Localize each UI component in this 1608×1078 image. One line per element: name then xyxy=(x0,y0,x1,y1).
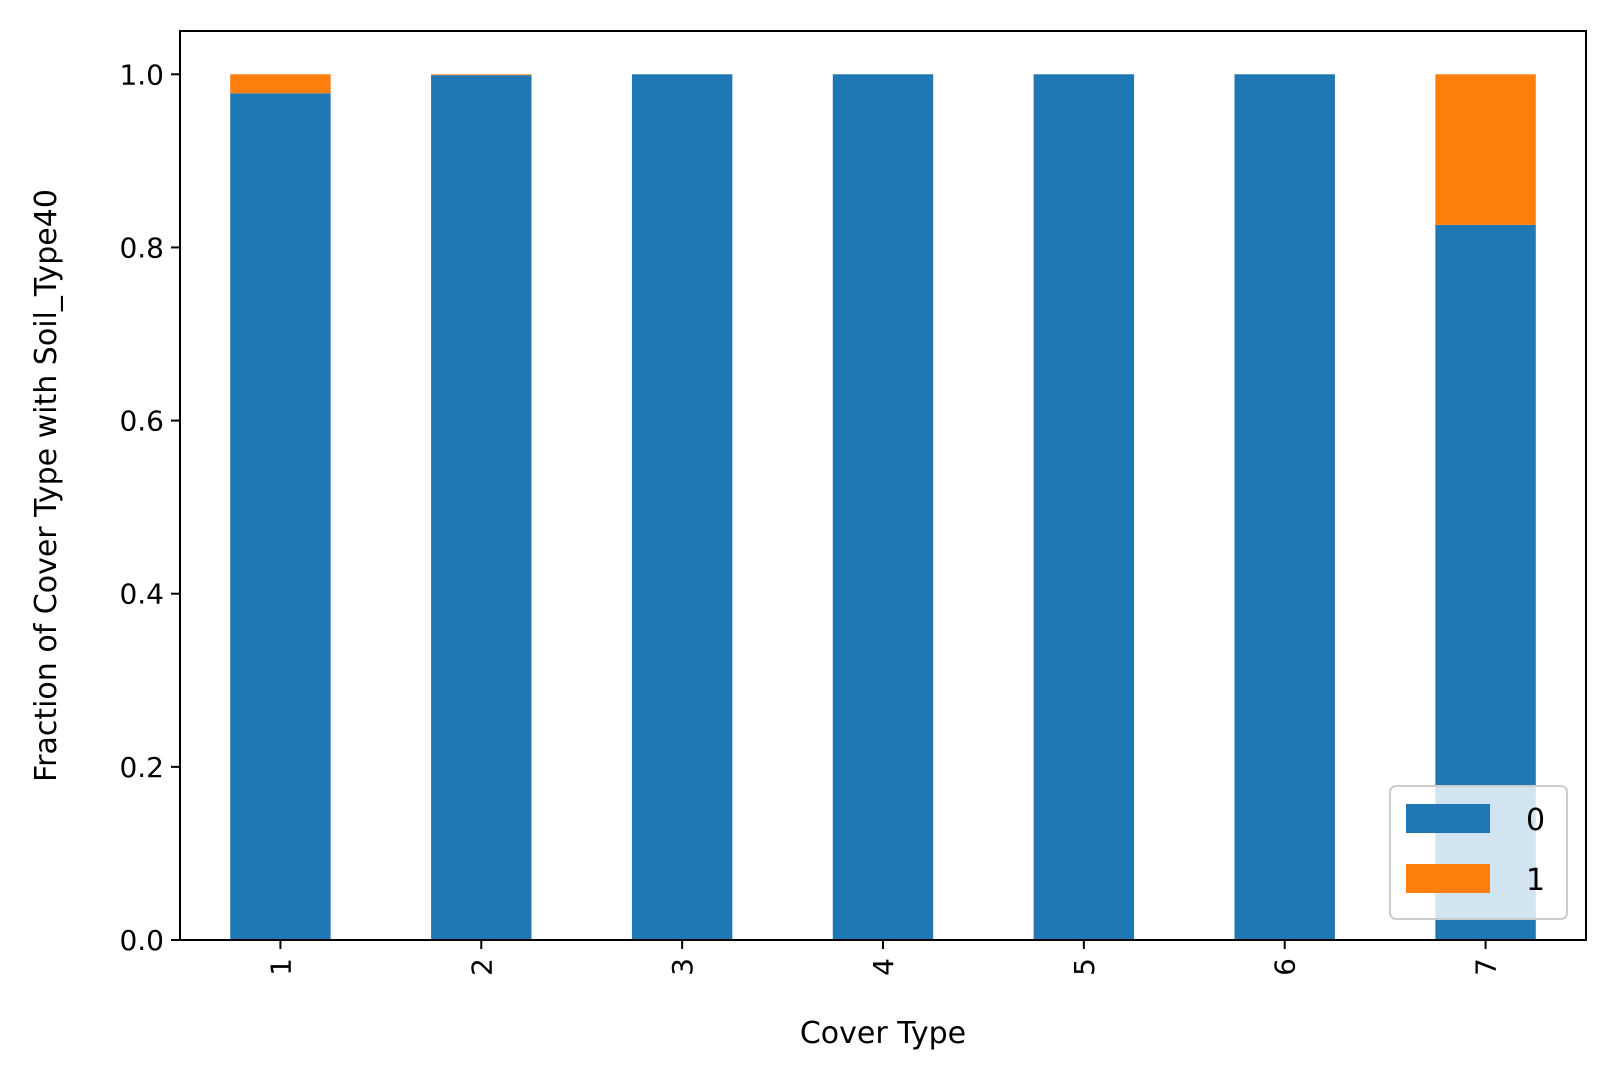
bar-2-series-0 xyxy=(431,75,532,940)
x-tick-label-4: 4 xyxy=(867,958,900,976)
x-tick-label-7: 7 xyxy=(1470,958,1503,976)
x-tick-label-5: 5 xyxy=(1068,958,1101,976)
legend-label-0: 0 xyxy=(1526,803,1545,838)
bar-5-series-0 xyxy=(1033,74,1135,941)
bar-2-series-1 xyxy=(431,74,532,76)
legend-swatch-0 xyxy=(1406,804,1490,833)
bar-6-series-0 xyxy=(1234,74,1335,941)
legend: 01 xyxy=(1389,785,1568,920)
x-tick-label-3: 3 xyxy=(666,958,699,976)
legend-label-1: 1 xyxy=(1526,863,1545,898)
bar-1-series-0 xyxy=(230,93,331,941)
y-tick-label: 0.0 xyxy=(119,924,164,957)
y-tick-label: 0.6 xyxy=(119,405,164,438)
y-tick-label: 0.8 xyxy=(119,231,164,264)
y-axis: 0.0 0.2 0.4 0.6 0.8 1.0 xyxy=(119,58,180,957)
legend-swatch-1 xyxy=(1406,864,1490,893)
y-tick-label: 1.0 xyxy=(119,58,164,91)
x-tick-label-6: 6 xyxy=(1269,958,1302,976)
x-axis-label: Cover Type xyxy=(800,1016,966,1051)
y-tick-label: 0.2 xyxy=(119,751,164,784)
bar-3-series-0 xyxy=(631,74,733,941)
bar-7-series-1 xyxy=(1435,74,1536,225)
y-tick-label: 0.4 xyxy=(119,578,164,611)
bar-4-series-0 xyxy=(832,74,934,941)
x-axis: 1 2 3 4 5 6 7 xyxy=(264,940,1503,976)
bars-group xyxy=(230,74,1536,941)
bar-1-series-1 xyxy=(230,74,331,94)
x-tick-label-1: 1 xyxy=(264,958,297,976)
y-axis-label: Fraction of Cover Type with Soil_Type40 xyxy=(29,189,64,782)
x-tick-label-2: 2 xyxy=(465,958,498,976)
